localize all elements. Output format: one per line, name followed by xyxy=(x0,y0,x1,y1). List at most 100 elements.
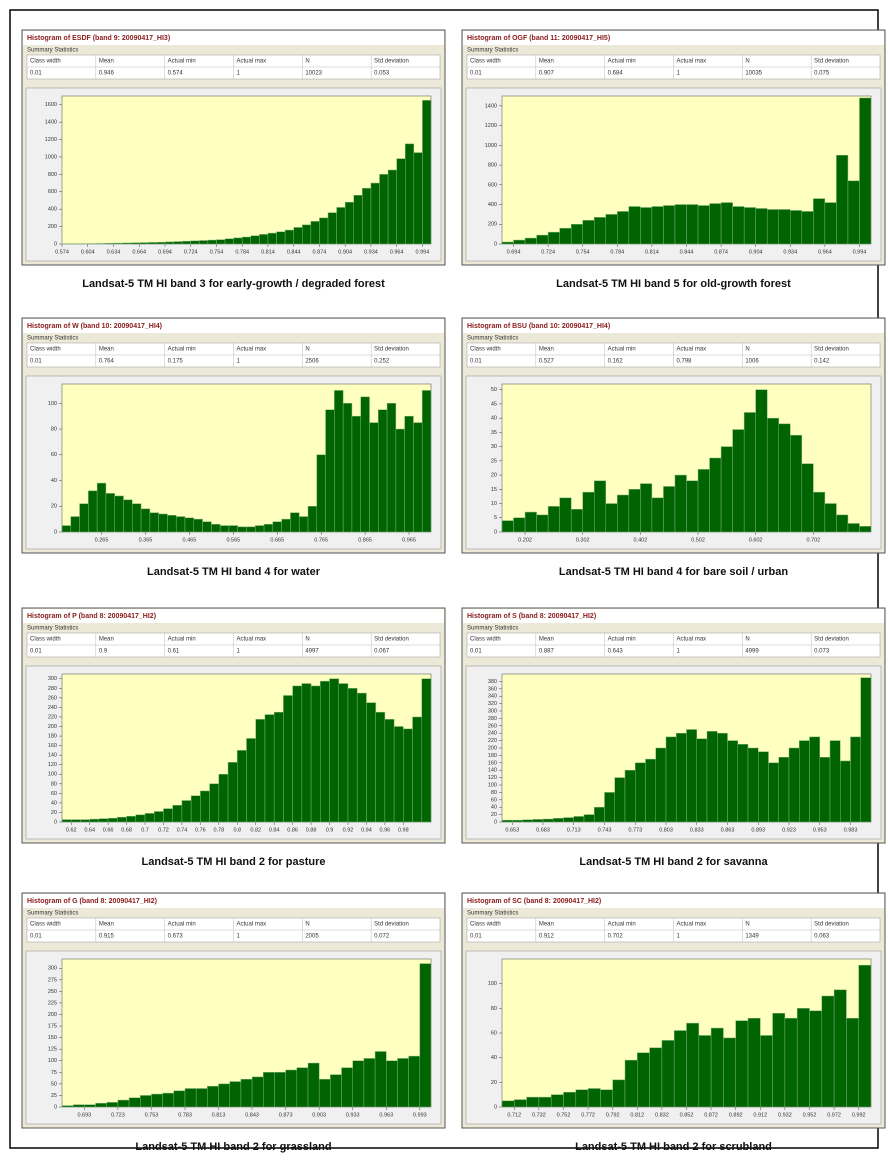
histogram-bar xyxy=(802,211,814,244)
histogram-bar xyxy=(263,1072,274,1107)
histogram-bar xyxy=(846,1018,858,1107)
histogram-bar xyxy=(225,239,234,244)
stats-value: 0.61 xyxy=(168,649,180,655)
histogram-bar xyxy=(326,410,335,532)
x-tick-label: 0.86 xyxy=(287,827,298,833)
caption: Landsat-5 TM HI band 2 for grassland xyxy=(135,1141,331,1153)
histogram-bar xyxy=(282,519,291,532)
y-tick-label: 800 xyxy=(488,163,497,169)
y-tick-label: 10 xyxy=(491,501,497,507)
y-tick-label: 40 xyxy=(51,478,57,484)
histogram-bar xyxy=(117,817,126,822)
histogram-bar xyxy=(710,204,722,244)
x-tick-label: 0.94 xyxy=(361,827,372,833)
histogram-bar xyxy=(656,748,666,822)
stats-header: Std deviation xyxy=(374,922,409,928)
histogram-bar xyxy=(615,778,625,822)
stats-value: 0.702 xyxy=(608,934,624,940)
histogram-bar xyxy=(548,232,560,244)
y-tick-label: 60 xyxy=(51,452,57,458)
histogram-bar xyxy=(422,679,431,822)
histogram-bar xyxy=(422,390,431,532)
histogram-bar xyxy=(362,188,371,244)
summary-title: Summary Statistics xyxy=(467,336,518,342)
histogram-bar xyxy=(687,1023,699,1107)
x-tick-label: 0.68 xyxy=(121,827,132,833)
y-tick-label: 260 xyxy=(48,695,57,701)
x-tick-label: 0.664 xyxy=(132,249,146,255)
histogram-bar xyxy=(733,430,745,532)
histogram-bar xyxy=(176,517,185,532)
histogram-bar xyxy=(738,744,748,822)
y-tick-label: 160 xyxy=(48,743,57,749)
stats-header: Std deviation xyxy=(374,637,409,643)
histogram-bar xyxy=(539,1097,551,1107)
stats-value: 0.01 xyxy=(470,359,482,365)
histogram-bar xyxy=(380,174,389,244)
x-tick-label: 0.792 xyxy=(606,1112,620,1118)
histogram-bar xyxy=(736,1021,748,1107)
x-tick-label: 0.712 xyxy=(507,1112,521,1118)
histogram-bar xyxy=(234,238,243,244)
x-tick-label: 0.843 xyxy=(245,1112,259,1118)
stats-value: 0.075 xyxy=(814,71,830,77)
histogram-bar xyxy=(830,741,840,822)
stats-header: Actual max xyxy=(237,347,267,353)
y-tick-label: 30 xyxy=(491,444,497,450)
histogram-bar xyxy=(723,1038,735,1107)
summary-title: Summary Statistics xyxy=(27,48,78,54)
histogram-bar xyxy=(773,1013,785,1107)
stats-header: Actual max xyxy=(677,922,707,928)
x-tick-label: 0.365 xyxy=(139,537,153,543)
histogram-bar xyxy=(385,719,394,822)
y-tick-label: 200 xyxy=(488,745,497,751)
histogram-bar xyxy=(277,232,286,244)
histogram-bar xyxy=(242,237,251,244)
y-tick-label: 1200 xyxy=(485,123,497,129)
histogram-bar xyxy=(238,527,247,532)
stats-header: Mean xyxy=(99,637,114,643)
x-tick-label: 0.832 xyxy=(655,1112,669,1118)
y-tick-label: 225 xyxy=(48,1000,57,1006)
stats-header: Actual max xyxy=(237,59,267,65)
stats-value: 0.01 xyxy=(470,71,482,77)
histogram-bar xyxy=(361,397,370,532)
histogram-bar xyxy=(675,475,687,532)
histogram-bar xyxy=(286,1070,297,1107)
histogram-bar xyxy=(836,515,848,532)
y-tick-label: 360 xyxy=(488,686,497,692)
y-tick-label: 100 xyxy=(48,401,57,407)
x-tick-label: 0.933 xyxy=(346,1112,360,1118)
stats-value: 0.684 xyxy=(608,71,624,77)
histogram-bar xyxy=(264,524,273,532)
x-tick-label: 0.9 xyxy=(326,827,334,833)
summary-title: Summary Statistics xyxy=(27,626,78,632)
histogram-bar xyxy=(182,241,191,244)
histogram-bar xyxy=(228,762,237,822)
histogram-bar xyxy=(364,1058,375,1107)
histogram-bar xyxy=(797,1008,809,1107)
x-tick-label: 0.934 xyxy=(364,249,378,255)
caption: Landsat-5 TM HI band 4 for bare soil / u… xyxy=(559,566,788,578)
x-tick-label: 0.743 xyxy=(598,827,612,833)
stats-value: 0.887 xyxy=(539,649,555,655)
y-tick-label: 400 xyxy=(488,202,497,208)
histogram-panel: Histogram of OGF (band 11: 20090417_HI5)… xyxy=(462,30,885,290)
histogram-bar xyxy=(268,233,277,244)
histogram-bar xyxy=(311,686,320,822)
histogram-bar xyxy=(185,1089,196,1108)
histogram-bar xyxy=(62,820,71,822)
histogram-bar xyxy=(758,752,768,822)
y-tick-label: 40 xyxy=(491,416,497,422)
stats-header: Actual max xyxy=(237,922,267,928)
y-tick-label: 1400 xyxy=(485,103,497,109)
histogram-bar xyxy=(744,207,756,244)
histogram-bar xyxy=(675,205,687,244)
histogram-bar xyxy=(311,221,320,244)
x-tick-label: 0.934 xyxy=(783,249,797,255)
histogram-bar xyxy=(650,1048,662,1107)
x-tick-label: 0.814 xyxy=(645,249,659,255)
histogram-bar xyxy=(405,144,414,244)
y-tick-label: 80 xyxy=(491,1006,497,1012)
histogram-bar xyxy=(122,243,131,244)
